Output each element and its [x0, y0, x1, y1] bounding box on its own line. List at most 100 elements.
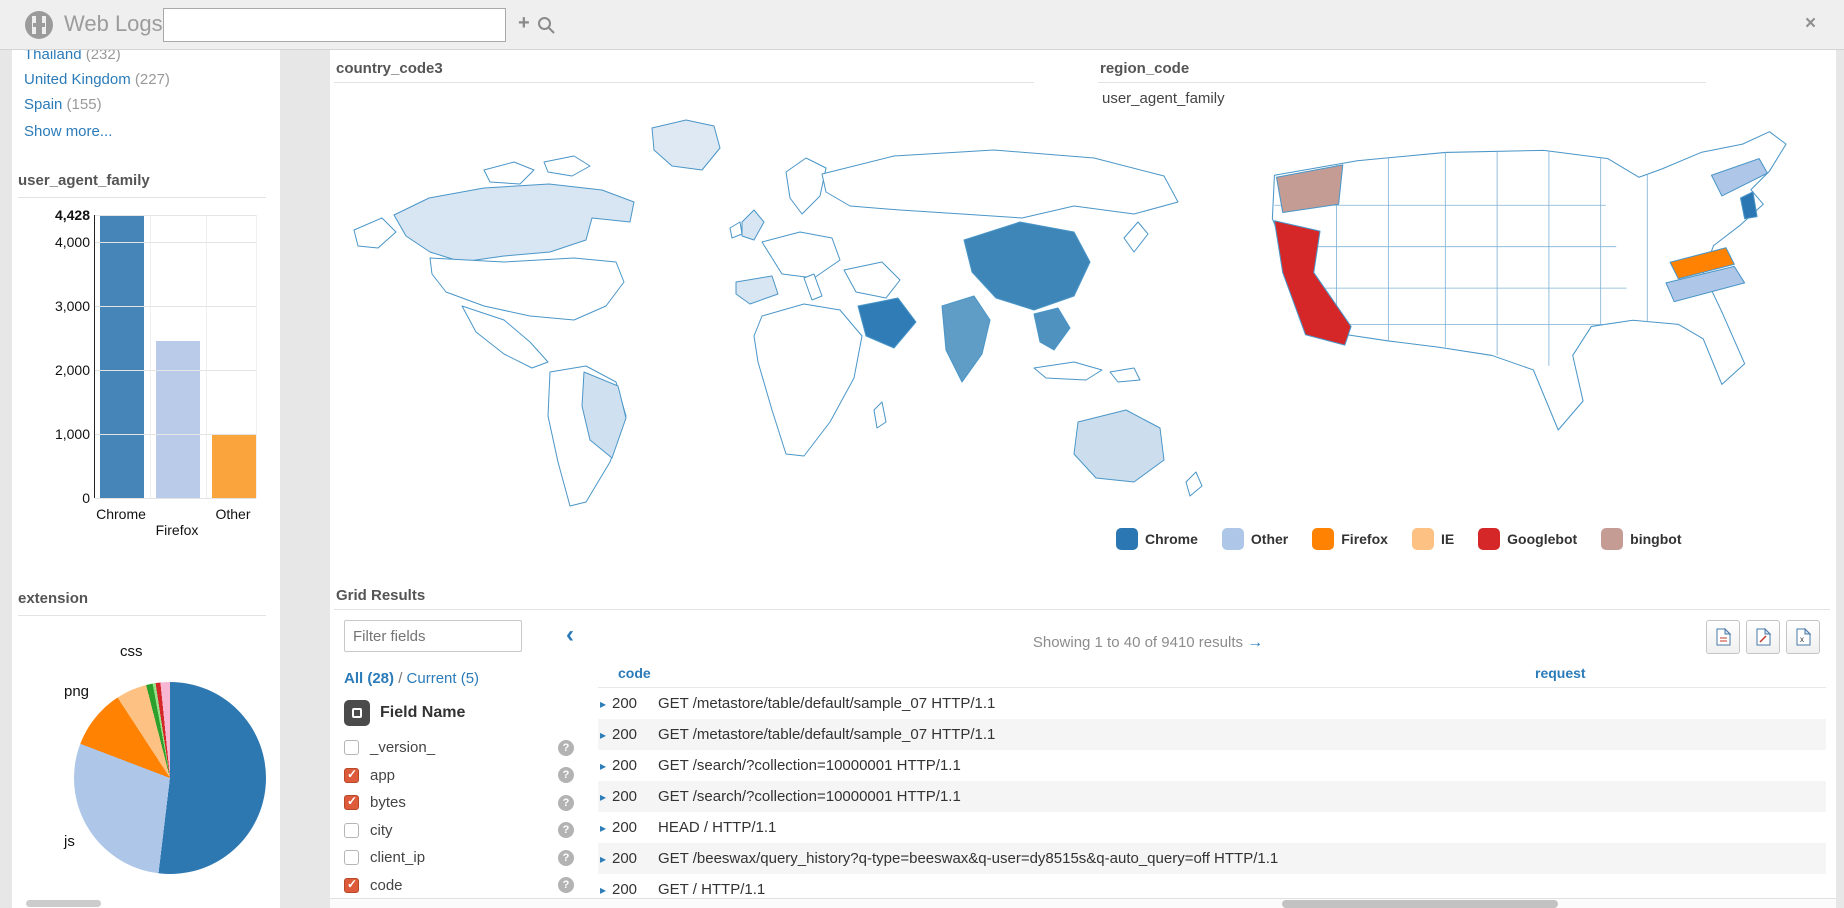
row-expand-icon[interactable]: ▸: [600, 696, 607, 711]
help-icon[interactable]: ?: [558, 739, 574, 756]
country-uk: [741, 209, 765, 241]
extension-pie[interactable]: [74, 682, 266, 874]
field-checkbox[interactable]: [344, 822, 359, 838]
field-checkbox[interactable]: [344, 740, 359, 756]
toggle-all-fields-checkbox[interactable]: [344, 700, 370, 726]
filter-fields-input[interactable]: [344, 620, 522, 652]
legend-item[interactable]: Googlebot: [1478, 528, 1577, 550]
pie-label-js: js: [64, 833, 75, 850]
field-item[interactable]: bytes ?: [344, 789, 576, 817]
cell-request: GET /metastore/table/default/sample_07 H…: [658, 726, 996, 743]
svg-text:x: x: [1800, 635, 1804, 644]
cell-request: GET / HTTP/1.1: [658, 881, 766, 898]
gridline: [95, 434, 256, 436]
horizontal-scrollbar[interactable]: [330, 898, 1836, 908]
legend-item[interactable]: Other: [1221, 528, 1289, 550]
country-facet-link[interactable]: Thailand: [24, 50, 82, 63]
country-facet-item[interactable]: United Kingdom (227): [12, 67, 280, 92]
country-facet-count: (155): [66, 96, 102, 113]
sidebar-scrollbar-thumb[interactable]: [26, 900, 101, 907]
row-expand-icon[interactable]: ▸: [600, 758, 607, 773]
field-name-header: Field Name: [344, 700, 576, 726]
legend-label: Googlebot: [1507, 531, 1578, 547]
field-checkbox[interactable]: [344, 850, 359, 866]
field-checkbox[interactable]: [344, 767, 359, 783]
row-expand-icon[interactable]: ▸: [600, 727, 607, 742]
add-facet-icon[interactable]: +: [518, 12, 530, 34]
help-icon[interactable]: ?: [558, 767, 574, 784]
country-arctic-island: [543, 155, 591, 177]
topbar: Web Logs + ×: [0, 0, 1844, 50]
table-row[interactable]: ▸ 200 GET /search/?collection=10000001 H…: [598, 781, 1826, 812]
row-expand-icon[interactable]: ▸: [600, 789, 607, 804]
country-facet-item[interactable]: Thailand (232): [12, 50, 280, 67]
field-checkbox[interactable]: [344, 877, 359, 893]
legend-item[interactable]: Chrome: [1116, 528, 1198, 550]
row-expand-icon[interactable]: ▸: [600, 851, 607, 866]
state-new-york: [1710, 158, 1768, 197]
export-xls-button[interactable]: x: [1786, 620, 1820, 654]
search-input[interactable]: [163, 8, 506, 42]
vertical-gridline: [206, 215, 207, 498]
export-csv-button[interactable]: [1706, 620, 1740, 654]
state-virginia: [1669, 247, 1735, 280]
column-header-code[interactable]: code: [618, 665, 651, 681]
table-row[interactable]: ▸ 200 HEAD / HTTP/1.1: [598, 812, 1826, 843]
scrollbar-thumb[interactable]: [1282, 900, 1558, 908]
bar-chrome[interactable]: [100, 215, 144, 498]
field-item[interactable]: app ?: [344, 762, 576, 790]
help-icon[interactable]: ?: [558, 822, 574, 839]
bar-other[interactable]: [212, 434, 256, 498]
country-china: [963, 221, 1091, 311]
results-summary-text: Showing 1 to 40 of 9410 results: [1032, 634, 1243, 651]
legend-swatch: [1221, 528, 1244, 550]
field-item[interactable]: _version_ ?: [344, 734, 576, 762]
help-icon[interactable]: ?: [558, 849, 574, 866]
current-fields-link[interactable]: Current (5): [406, 670, 480, 687]
row-expand-icon[interactable]: ▸: [600, 882, 607, 897]
column-header-request[interactable]: request: [1535, 665, 1586, 681]
state-washington: [1275, 164, 1344, 214]
extension-pie-chart: css png js: [12, 610, 280, 908]
country-facet-link[interactable]: United Kingdom: [24, 71, 131, 88]
us-choropleth-map[interactable]: [1233, 102, 1813, 526]
legend-item[interactable]: IE: [1411, 528, 1454, 550]
field-name-header-label: Field Name: [380, 704, 466, 721]
help-icon[interactable]: ?: [558, 794, 574, 811]
show-more-link[interactable]: Show more...: [24, 123, 113, 140]
field-item[interactable]: code ?: [344, 872, 576, 900]
country-facet-list: Thailand (232) United Kingdom (227) Spai…: [12, 50, 280, 144]
legend-label: Other: [1250, 531, 1289, 547]
next-page-arrow-icon[interactable]: →: [1247, 634, 1264, 651]
row-expand-icon[interactable]: ▸: [600, 820, 607, 835]
legend-label: Chrome: [1145, 531, 1198, 547]
export-json-button[interactable]: [1746, 620, 1780, 654]
collapse-panel-icon[interactable]: ‹: [566, 621, 574, 648]
field-scope-toggle: All (28) / Current (5): [344, 670, 576, 687]
table-row[interactable]: ▸ 200 GET /metastore/table/default/sampl…: [598, 688, 1826, 719]
country-facet-link[interactable]: Spain: [24, 96, 63, 113]
close-icon[interactable]: ×: [1805, 13, 1817, 34]
field-item[interactable]: city ?: [344, 817, 576, 845]
country-facet-item[interactable]: Spain (155): [12, 92, 280, 117]
cell-code: 200: [612, 819, 638, 836]
legend-item[interactable]: bingbot: [1601, 528, 1681, 550]
country-russia: [821, 149, 1179, 219]
table-row[interactable]: ▸ 200 GET /metastore/table/default/sampl…: [598, 719, 1826, 750]
field-item[interactable]: client_ip ?: [344, 844, 576, 872]
help-icon[interactable]: ?: [558, 877, 574, 894]
vertical-gridline: [150, 215, 151, 498]
country-ireland: [729, 221, 743, 239]
table-row[interactable]: ▸ 200 GET /beeswax/query_history?q-type=…: [598, 843, 1826, 874]
search-icon[interactable]: [537, 16, 555, 39]
all-fields-link[interactable]: All (28): [344, 670, 395, 687]
bar-firefox[interactable]: [156, 341, 200, 498]
world-choropleth-map[interactable]: [334, 110, 1234, 550]
hue-logo-icon[interactable]: [24, 10, 54, 40]
country-arctic-island: [483, 161, 535, 185]
table-row[interactable]: ▸ 200 GET /search/?collection=10000001 H…: [598, 750, 1826, 781]
country-europe: [761, 231, 841, 279]
table-row[interactable]: ▸ 200 GET / HTTP/1.1: [598, 874, 1826, 905]
field-checkbox[interactable]: [344, 794, 359, 811]
legend-item[interactable]: Firefox: [1312, 528, 1388, 550]
